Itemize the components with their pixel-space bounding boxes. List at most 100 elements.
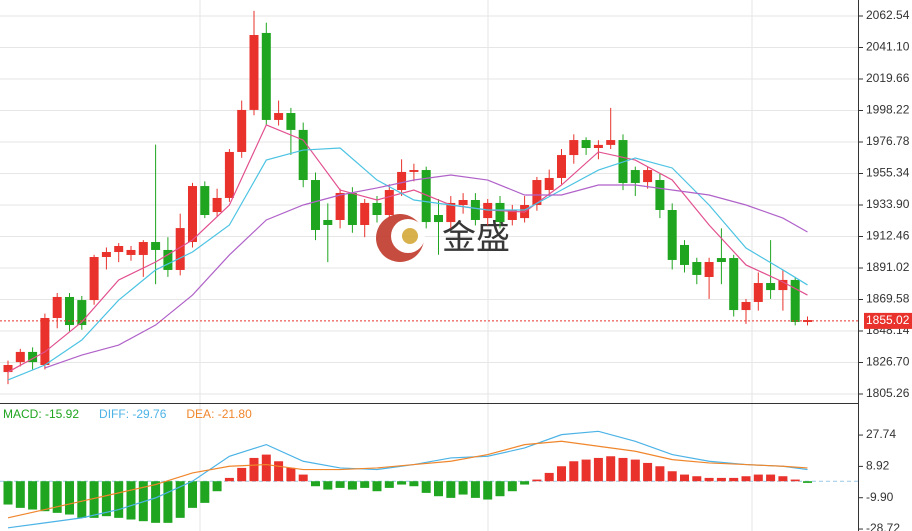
candle-body [729, 258, 739, 311]
candle-body [544, 177, 554, 191]
y-tick-label: 2019.66 [866, 71, 910, 85]
macd-bar [347, 481, 357, 490]
candle-body [434, 214, 443, 223]
candle-body [28, 351, 38, 363]
macd-bar [261, 454, 271, 482]
macd-bar [101, 481, 111, 517]
candle-body [52, 296, 62, 318]
macd-bar [372, 481, 382, 492]
macd-bar [643, 462, 653, 482]
candle-body [40, 317, 50, 366]
macd-bar [237, 467, 247, 482]
macd-bar [360, 481, 370, 488]
macd-bar [766, 474, 776, 482]
macd-bar [557, 466, 566, 482]
candle-body [151, 242, 161, 250]
y-tick-label: 1955.34 [866, 166, 910, 180]
macd-bar [40, 481, 50, 512]
indicator-line [7, 147, 808, 381]
macd-bar [446, 481, 456, 498]
candle-body [372, 202, 382, 215]
macd-bar [569, 461, 579, 482]
macd-bar [458, 481, 468, 495]
macd-bar [593, 457, 603, 482]
macd-bar [212, 481, 222, 492]
macd-bar [544, 472, 554, 482]
candle-body [200, 186, 210, 215]
y-tick-label: 2041.10 [866, 40, 910, 54]
indicator-line [7, 124, 808, 373]
macd-bar [335, 481, 345, 488]
candle-body [569, 140, 579, 156]
y-tick-label: 8.92 [866, 459, 890, 473]
candle-body [175, 228, 185, 270]
candle-body [335, 192, 345, 220]
candle-body [298, 129, 308, 181]
y-tick-label: 1805.26 [866, 386, 910, 400]
macd-bar [655, 466, 665, 482]
legend-entry: DIFF: -29.76 [99, 407, 167, 421]
y-tick-label: 27.74 [866, 427, 896, 441]
macd-bar [114, 481, 124, 518]
candle-body [409, 170, 419, 172]
candle-body [778, 279, 788, 291]
indicator-line [44, 174, 808, 369]
macd-bar [729, 477, 739, 482]
macd-bar [188, 481, 197, 508]
macd-bar [274, 461, 284, 482]
macd-bar [175, 481, 185, 518]
logo-coin [402, 228, 418, 244]
candle-body [667, 209, 677, 260]
candle-body [741, 301, 751, 311]
y-tick-label: 1826.70 [866, 355, 910, 369]
macd-bar [667, 471, 677, 482]
macd-bar [606, 456, 616, 482]
macd-bar [618, 457, 628, 482]
candle-body [753, 283, 763, 302]
candle-body [138, 242, 148, 255]
candle-body [803, 320, 812, 322]
candle-body [311, 180, 320, 230]
candle-body [630, 170, 640, 183]
candle-body [680, 244, 689, 265]
candle-body [347, 192, 357, 225]
macd-bar [409, 481, 419, 487]
candle-body [274, 113, 284, 120]
candle-body [716, 258, 726, 263]
candle-body [323, 219, 333, 225]
macd-bar [65, 481, 74, 515]
macd-bar [753, 474, 763, 482]
candle-body [532, 180, 542, 206]
candle-body [643, 170, 653, 183]
current-price-box [864, 312, 912, 329]
candle-body [163, 249, 173, 270]
macd-bar [384, 481, 394, 488]
macd-bar [520, 481, 530, 485]
candle-body [77, 300, 87, 326]
candle-body [495, 202, 505, 223]
candle-body [581, 140, 591, 148]
candle-body [655, 180, 665, 210]
candle-body [446, 202, 456, 223]
candle-body [15, 351, 25, 363]
macd-bar [630, 459, 640, 482]
candle-body [507, 209, 517, 220]
macd-bar [77, 481, 87, 518]
y-tick-label: -28.72 [866, 521, 900, 531]
candle-body [421, 170, 431, 223]
candle-body [286, 113, 296, 130]
legend-entry: MACD: -15.92 [3, 407, 79, 421]
candle-body [397, 171, 407, 191]
candle-body [114, 245, 124, 253]
legend-entry: DEA: -21.80 [186, 407, 252, 421]
macd-bar [803, 481, 812, 483]
candle-body [704, 262, 714, 277]
macd-bar [249, 457, 259, 482]
y-tick-label: 1976.78 [866, 134, 910, 148]
macd-bar [224, 477, 234, 482]
macd-bar [421, 481, 431, 493]
candle-body [384, 190, 394, 215]
macd-bar [323, 481, 333, 490]
candle-body [65, 296, 74, 326]
macd-bar [532, 479, 542, 482]
